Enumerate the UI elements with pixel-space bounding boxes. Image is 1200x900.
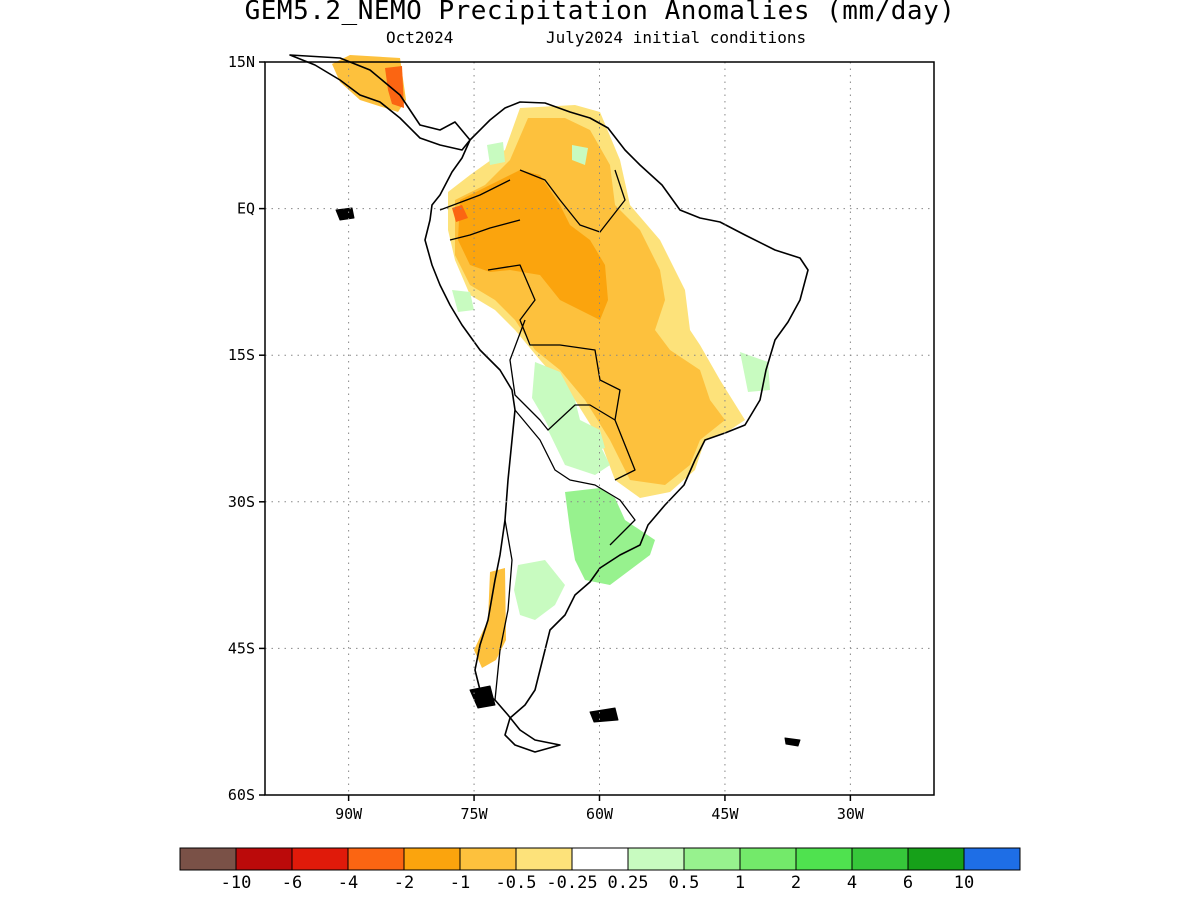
country-border: [487, 264, 636, 481]
colorbar-swatch: [347, 847, 405, 871]
colorbar: -10 -6 -4 -2 -1 -0.5 -0.25 0.25 0.5 1 2 4 6 10: [179, 847, 1021, 893]
wet-parana: [548, 425, 610, 475]
graticule: [265, 62, 934, 795]
colorbar-swatch: [851, 847, 909, 871]
wet-guyana: [572, 145, 588, 165]
colorbar-label: -1: [450, 873, 470, 893]
lon-tick-label: 90W: [335, 805, 363, 823]
lat-tick-label: 15S: [228, 346, 255, 364]
colorbar-swatch: [795, 847, 853, 871]
colorbar-swatch: [571, 847, 629, 871]
strong-drying-honduras: [385, 66, 404, 108]
initial-conditions-label: July2024 initial conditions: [546, 28, 807, 47]
strong-drying-ecuador: [452, 205, 468, 222]
colorbar-swatch: [403, 847, 461, 871]
map-title: GEM5.2_NEMO Precipitation Anomalies (mm/…: [244, 0, 956, 26]
colorbar-label: 10: [954, 873, 974, 893]
south-america-coast: [424, 101, 809, 753]
colorbar-swatch: [515, 847, 573, 871]
colorbar-label: -0.5: [496, 873, 537, 893]
colorbar-swatch: [235, 847, 293, 871]
lat-tick-label: EQ: [237, 200, 255, 218]
anomaly-shading: [332, 55, 770, 668]
colorbar-swatch: [627, 847, 685, 871]
country-border: [494, 519, 513, 701]
colorbar-label: 6: [903, 873, 913, 893]
wet-southern-brazil: [565, 488, 655, 585]
axes: 15N EQ 15S 30S 45S 60S 90W 75W 60W 45W 30W: [228, 53, 865, 823]
wet-andes-peru: [452, 290, 474, 312]
drying-core-orange: [458, 170, 608, 320]
colorbar-label: 0.5: [669, 873, 700, 893]
lon-tick-label: 60W: [586, 805, 614, 823]
central-america-coast: [289, 54, 471, 151]
colorbar-swatch: [683, 847, 741, 871]
country-border: [509, 319, 616, 431]
colorbar-label: -10: [221, 873, 252, 893]
colorbar-swatch: [907, 847, 965, 871]
lat-tick-label: 15N: [228, 53, 255, 71]
colorbar-label: 4: [847, 873, 857, 893]
lat-tick-label: 60S: [228, 786, 255, 804]
wet-northeast-brazil: [740, 352, 770, 392]
colorbar-swatch: [963, 847, 1021, 871]
lon-tick-label: 45W: [711, 805, 739, 823]
forecast-month: Oct2024: [386, 28, 454, 47]
lat-tick-label: 45S: [228, 639, 255, 657]
colorbar-swatch: [179, 847, 237, 871]
colorbar-label: -0.25: [546, 873, 597, 893]
colorbar-swatch: [459, 847, 517, 871]
wet-patagonia: [514, 560, 565, 620]
colorbar-label: -6: [282, 873, 302, 893]
colorbar-label: -4: [338, 873, 358, 893]
country-border: [514, 409, 636, 546]
wet-colombia: [487, 142, 505, 165]
lon-tick-label: 30W: [837, 805, 865, 823]
lon-tick-label: 75W: [461, 805, 489, 823]
drying-patagonia-west: [474, 568, 506, 668]
country-border: [519, 169, 626, 233]
island: [335, 207, 355, 221]
colorbar-swatch: [291, 847, 349, 871]
colorbar-label: 1: [735, 873, 745, 893]
colorbar-swatch: [739, 847, 797, 871]
colorbar-label: 0.25: [608, 873, 649, 893]
island: [469, 685, 496, 709]
colorbar-label: 2: [791, 873, 801, 893]
coastlines: [289, 54, 809, 753]
island: [784, 737, 801, 747]
country-border: [449, 219, 521, 241]
country-border: [439, 179, 511, 211]
island: [589, 707, 619, 723]
colorbar-label: -2: [394, 873, 414, 893]
lat-tick-label: 30S: [228, 493, 255, 511]
